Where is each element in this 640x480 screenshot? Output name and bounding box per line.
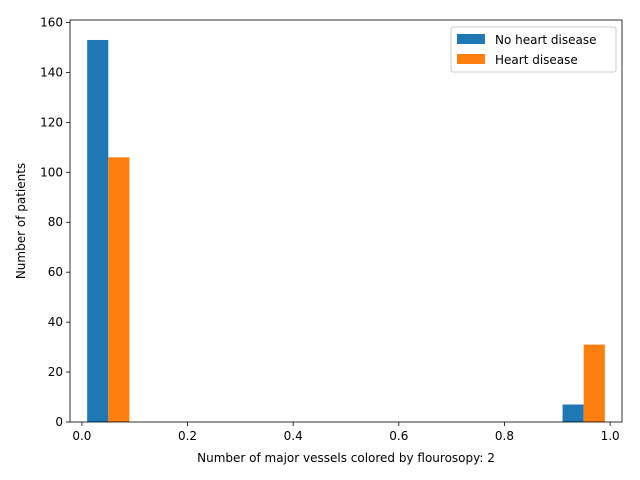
y-tick-label: 40 — [48, 315, 63, 329]
x-tick-label: 0.6 — [389, 429, 408, 443]
x-tick-label: 0.4 — [284, 429, 303, 443]
y-tick-label: 0 — [55, 415, 63, 429]
bar-heart-disease-bin-0 — [108, 157, 130, 422]
legend-swatch — [457, 54, 485, 64]
y-tick-label: 140 — [40, 65, 63, 79]
x-tick-label: 1.0 — [601, 429, 620, 443]
y-tick-label: 80 — [48, 215, 63, 229]
y-tick-label: 20 — [48, 365, 63, 379]
bars — [87, 39, 605, 422]
x-tick-label: 0.2 — [178, 429, 197, 443]
x-tick-label: 0.8 — [495, 429, 514, 443]
x-axis-label: Number of major vessels colored by flour… — [197, 451, 495, 465]
legend-label: Heart disease — [495, 53, 578, 67]
legend-box — [450, 26, 617, 73]
y-tick-label: 160 — [40, 15, 63, 29]
y-tick-label: 100 — [40, 165, 63, 179]
y-axis-label: Number of patients — [14, 163, 28, 279]
y-tick-label: 60 — [48, 265, 63, 279]
x-axis-ticks: 0.0 0.2 0.4 0.6 0.8 1.0 — [72, 422, 620, 443]
bar-heart-disease-bin-1 — [583, 344, 605, 422]
legend-swatch — [457, 34, 485, 44]
legend: No heart disease Heart disease — [450, 26, 617, 73]
x-tick-label: 0.0 — [72, 429, 91, 443]
bar-no-heart-disease-bin-1 — [562, 404, 584, 422]
y-tick-label: 120 — [40, 115, 63, 129]
bar-no-heart-disease-bin-0 — [87, 39, 109, 422]
y-axis-ticks: 0 20 40 60 80 100 120 140 160 — [40, 15, 70, 429]
legend-label: No heart disease — [495, 33, 597, 47]
plot-frame — [69, 19, 623, 423]
